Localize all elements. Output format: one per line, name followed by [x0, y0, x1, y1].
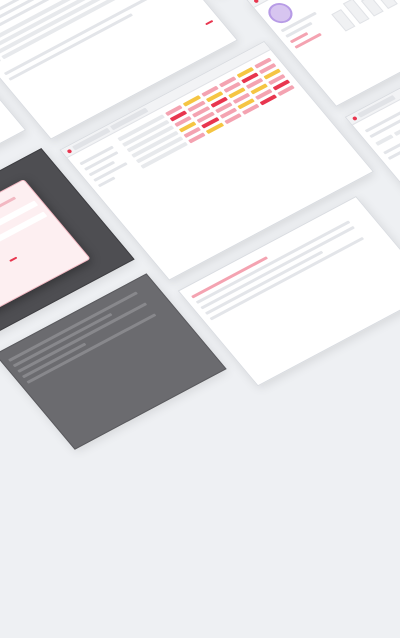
send-button[interactable]: [205, 20, 213, 25]
bar-group: [326, 0, 400, 32]
browser-dot-icon: [253, 0, 259, 3]
browser-dot-icon: [351, 116, 357, 121]
login-button[interactable]: [9, 257, 17, 262]
toolbar-button[interactable]: [375, 134, 394, 146]
login-dialog: [0, 179, 91, 316]
check-icon[interactable]: [0, 58, 1, 64]
toolbar-button[interactable]: [394, 124, 400, 136]
text-line: [209, 237, 364, 321]
browser-dot-icon: [66, 148, 72, 153]
list-item[interactable]: [17, 302, 147, 373]
list-item[interactable]: [13, 313, 113, 367]
